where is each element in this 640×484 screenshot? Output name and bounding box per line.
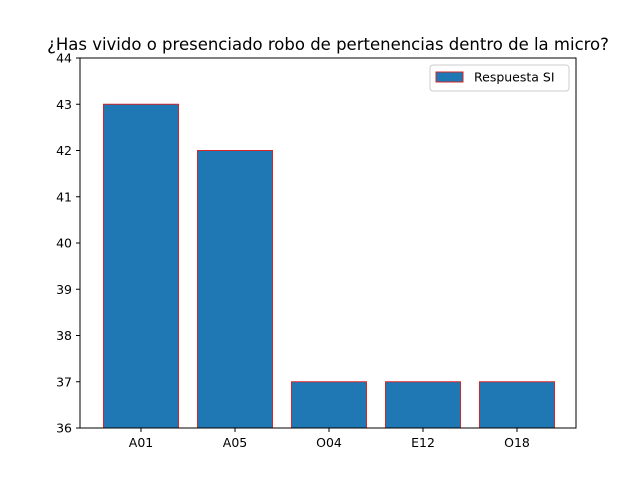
plot-frame <box>79 57 577 429</box>
x-tick-label: E12 <box>411 435 435 450</box>
x-tick-label: A05 <box>223 435 247 450</box>
y-tick-label: 43 <box>56 97 72 112</box>
y-tick-label: 39 <box>56 282 72 297</box>
bar-O18 <box>479 381 555 429</box>
x-tick-label: O18 <box>504 435 530 450</box>
y-tick-label: 42 <box>56 143 72 158</box>
y-tick-label: 37 <box>56 374 72 389</box>
legend-frame <box>429 64 570 92</box>
bar-O04 <box>291 381 367 429</box>
legend-swatch <box>435 71 464 83</box>
y-tick-label: 38 <box>56 328 72 343</box>
x-axis: A01 A05 O04 E12 O18 <box>129 428 530 450</box>
y-tick-label: 41 <box>56 189 72 204</box>
bars-group <box>103 103 555 429</box>
bar-E12 <box>385 381 461 429</box>
y-axis: 36 37 38 39 40 41 42 43 44 <box>56 51 80 436</box>
y-tick-label: 44 <box>56 51 72 66</box>
y-tick-label: 40 <box>56 236 72 251</box>
bar-A01 <box>103 103 179 429</box>
chart-title: ¿Has vivido o presenciado robo de perten… <box>47 35 609 54</box>
bar-A05 <box>197 150 273 429</box>
y-tick-label: 36 <box>56 421 72 436</box>
legend-label: Respuesta SI <box>474 70 555 85</box>
legend: Respuesta SI <box>429 64 570 92</box>
x-tick-label: O04 <box>316 435 342 450</box>
x-tick-label: A01 <box>129 435 153 450</box>
